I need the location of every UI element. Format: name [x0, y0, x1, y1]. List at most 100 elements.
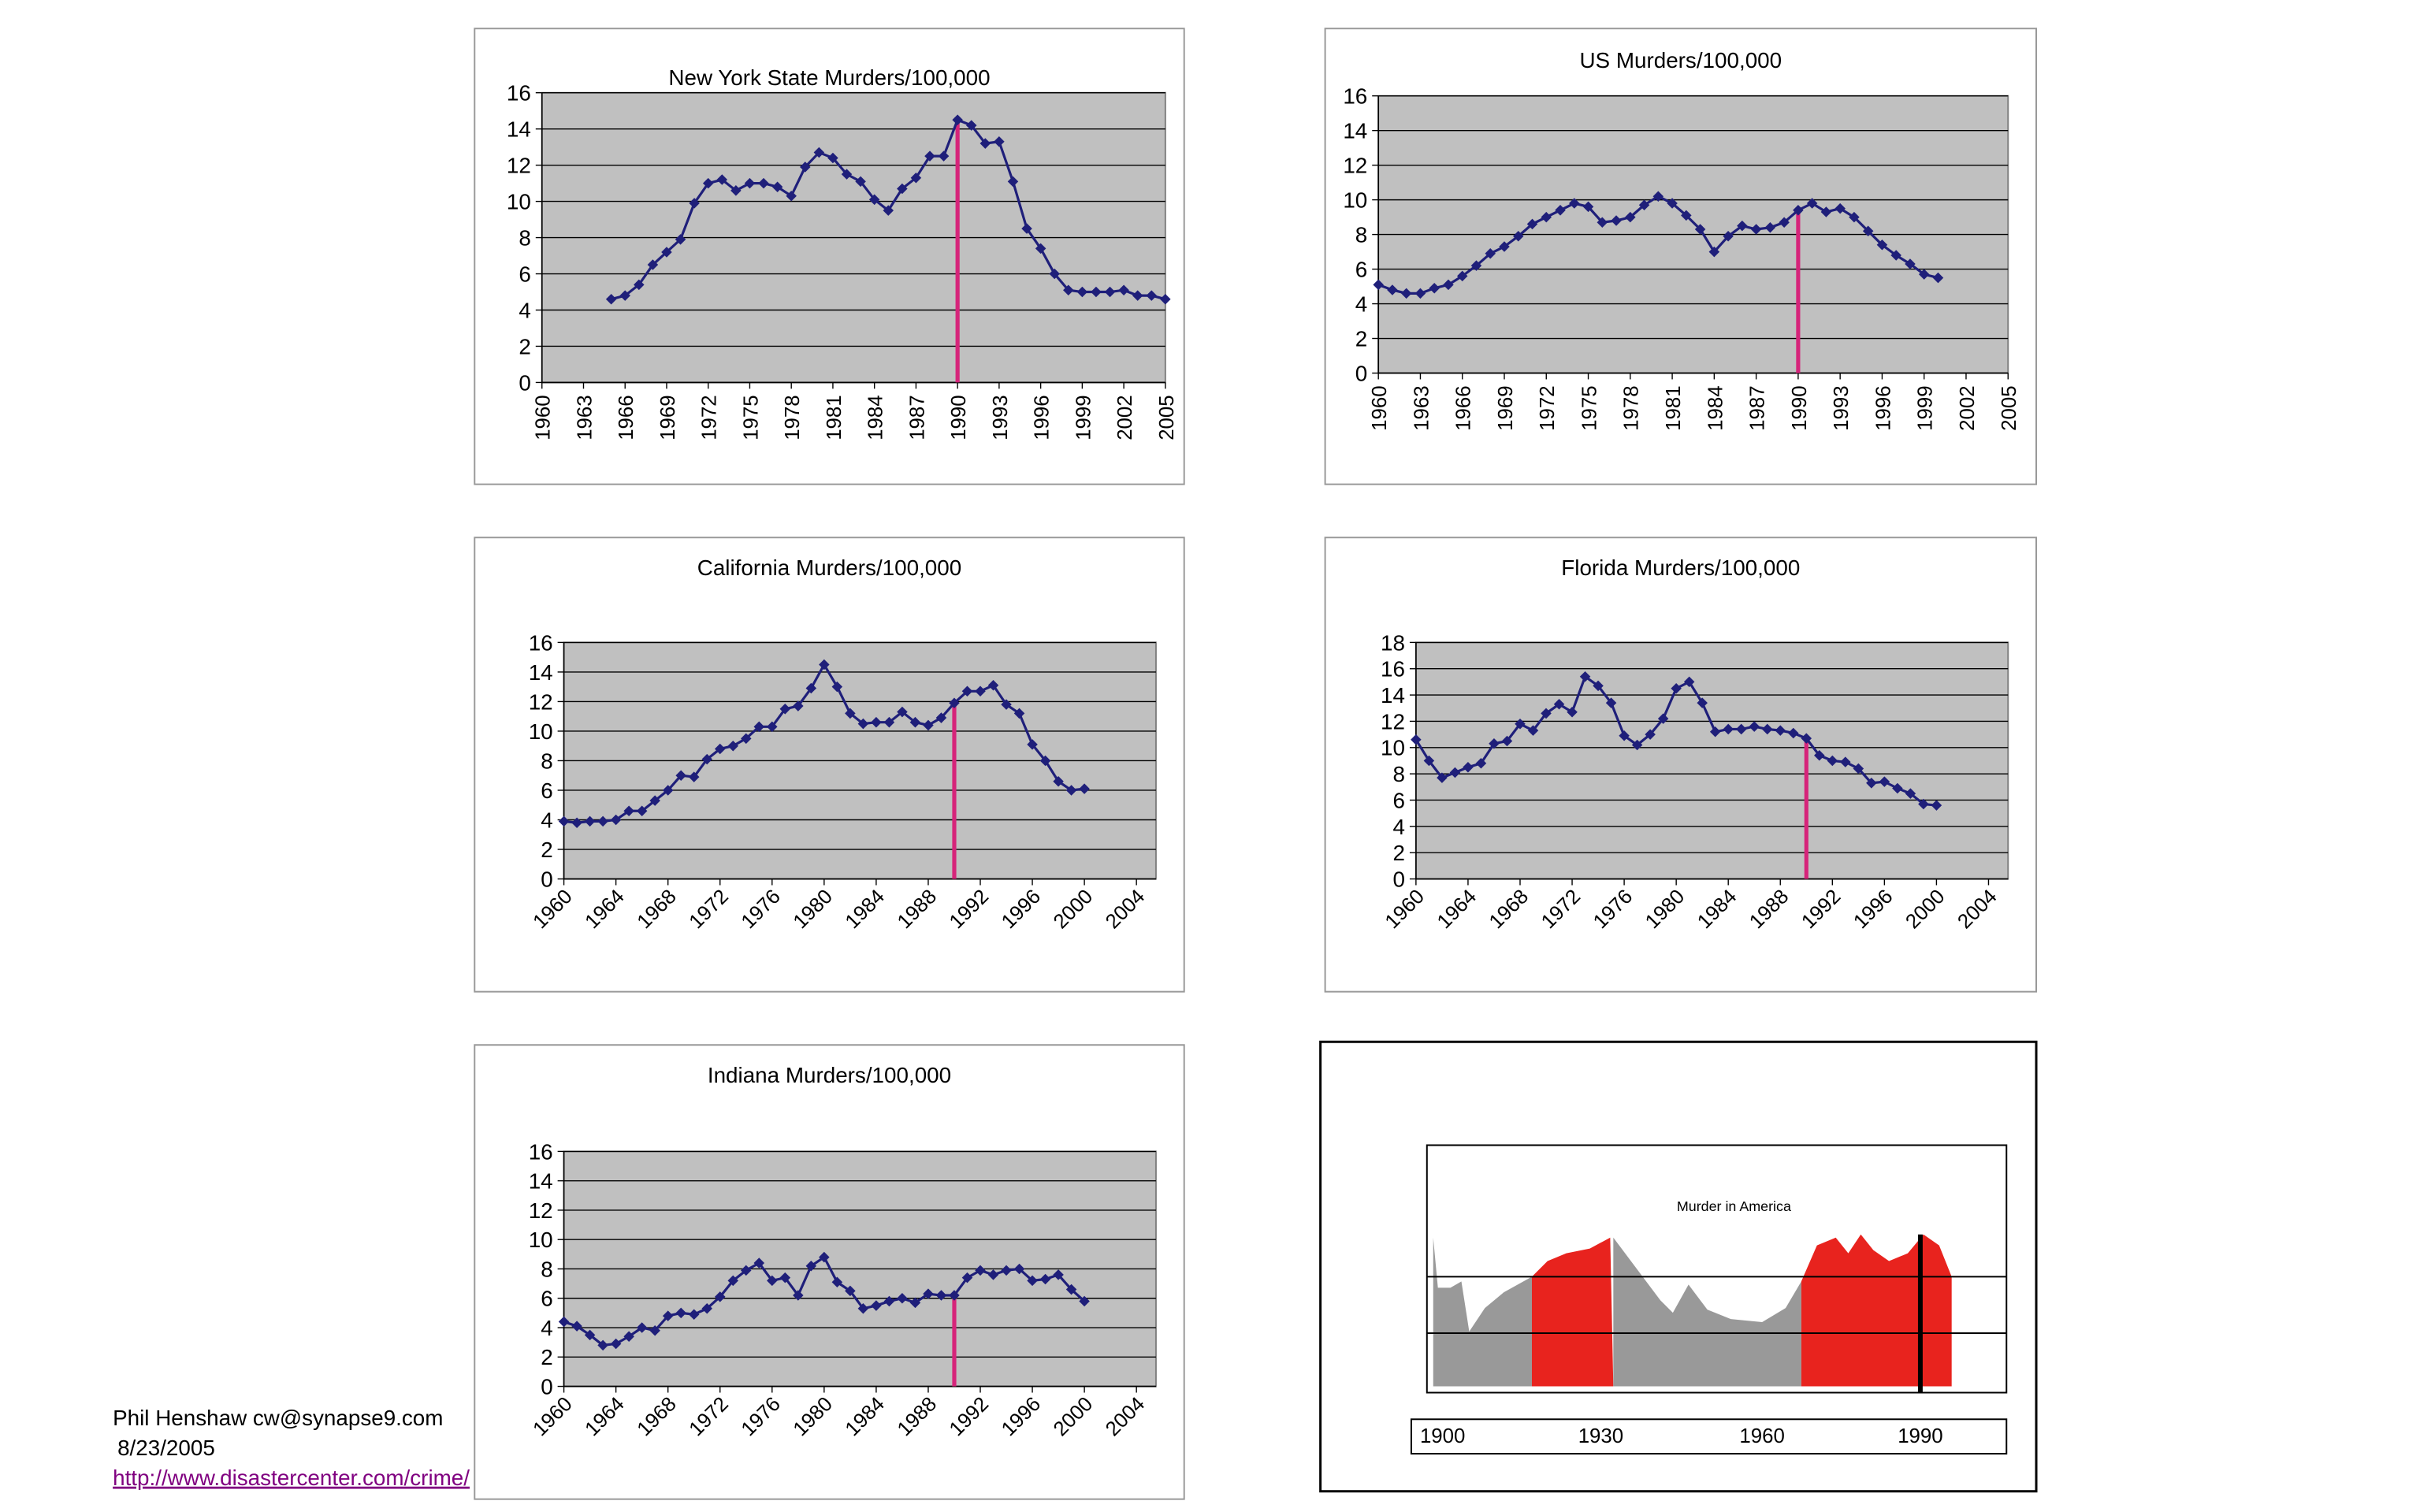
data-point [1063, 284, 1074, 295]
data-point [702, 177, 714, 189]
inset-label: 1960 [1739, 1425, 1784, 1447]
data-point [1013, 1263, 1025, 1275]
data-point [689, 198, 700, 209]
data-point [1456, 270, 1468, 282]
y-tick-label: 14 [529, 660, 553, 685]
data-point [1814, 750, 1825, 761]
data-point [1931, 800, 1942, 811]
data-point [1761, 723, 1773, 735]
data-point [923, 719, 934, 731]
data-point [909, 716, 921, 728]
data-point [1775, 725, 1786, 736]
x-tick-label: 1966 [1453, 385, 1475, 430]
y-tick-label: 10 [1381, 736, 1405, 760]
data-point [1541, 708, 1552, 719]
data-point [758, 177, 769, 189]
data-point [1065, 1284, 1077, 1295]
y-tick-label: 10 [529, 1228, 553, 1252]
footer-date: 8/23/2005 [117, 1436, 215, 1460]
chart-title: Indiana Murders/100,000 [708, 1063, 951, 1087]
y-tick-label: 12 [507, 154, 531, 178]
chart-title: Florida Murders/100,000 [1561, 555, 1800, 580]
data-point [1541, 211, 1552, 223]
data-point [1049, 268, 1060, 280]
data-point [845, 1285, 856, 1297]
data-point [1853, 763, 1864, 775]
data-point [662, 785, 674, 796]
x-tick-label: 1984 [1704, 385, 1727, 430]
data-point [740, 1265, 752, 1276]
inset-area [1433, 1237, 1532, 1387]
data-point [1892, 782, 1903, 794]
x-tick-label: 1960 [533, 395, 555, 440]
data-point [1876, 240, 1888, 251]
data-point [636, 1322, 648, 1333]
x-tick-label: 1990 [948, 395, 970, 440]
inset-area [1613, 1237, 1801, 1387]
x-tick-label: 1981 [1663, 385, 1685, 430]
data-point [980, 138, 991, 149]
data-point [1079, 1295, 1090, 1307]
data-point [649, 1324, 660, 1336]
x-tick-label: 2002 [1957, 385, 1979, 430]
y-tick-label: 8 [519, 226, 530, 251]
data-point [897, 1292, 908, 1304]
data-point [1723, 723, 1734, 735]
data-point [1890, 250, 1901, 261]
data-point [1146, 290, 1158, 301]
y-tick-label: 10 [1343, 188, 1367, 213]
data-point [727, 740, 739, 752]
data-point [938, 150, 950, 162]
data-point [949, 1290, 960, 1301]
data-point [1567, 707, 1578, 718]
data-point [1013, 708, 1025, 719]
data-point [597, 1339, 608, 1351]
data-point [584, 1329, 596, 1341]
data-point [857, 1303, 869, 1314]
footer-link[interactable]: http://www.disastercenter.com/crime/ [113, 1466, 470, 1490]
data-point [1039, 1273, 1051, 1285]
data-point [1657, 713, 1669, 724]
x-tick-label: 1993 [1831, 385, 1853, 430]
data-point [1827, 755, 1838, 767]
data-point [779, 1272, 791, 1284]
data-point [623, 1331, 634, 1342]
data-point [1918, 269, 1930, 280]
data-point [1569, 198, 1580, 209]
data-point [1160, 293, 1171, 305]
data-point [730, 185, 742, 196]
data-point [1820, 206, 1832, 217]
data-point [1414, 288, 1426, 299]
data-point [1449, 767, 1461, 778]
x-tick-label: 1993 [990, 395, 1012, 440]
y-tick-label: 4 [519, 298, 530, 322]
data-point [827, 152, 838, 164]
data-point [1597, 217, 1608, 228]
data-point [883, 716, 895, 728]
x-tick-label: 1975 [740, 395, 762, 440]
y-tick-label: 2 [519, 334, 530, 358]
data-point [1788, 727, 1799, 739]
data-point [1605, 697, 1617, 708]
data-point [1764, 222, 1776, 233]
y-tick-label: 2 [541, 1345, 552, 1369]
y-tick-label: 16 [529, 630, 553, 655]
footer-author: Phil Henshaw cw@synapse9.com [113, 1406, 443, 1430]
data-point [1840, 756, 1851, 767]
data-point [1470, 260, 1482, 271]
data-point [623, 805, 634, 817]
x-tick-label: 2005 [1998, 385, 2020, 430]
data-point [1027, 1275, 1038, 1287]
y-tick-label: 4 [541, 1316, 552, 1340]
data-point [1750, 224, 1762, 235]
data-point [1749, 721, 1760, 732]
chart-title: New York State Murders/100,000 [668, 65, 990, 90]
data-point [701, 753, 712, 765]
data-point [779, 704, 791, 715]
x-tick-label: 1999 [1915, 385, 1937, 430]
data-point [923, 1288, 934, 1299]
data-point [1681, 210, 1692, 221]
